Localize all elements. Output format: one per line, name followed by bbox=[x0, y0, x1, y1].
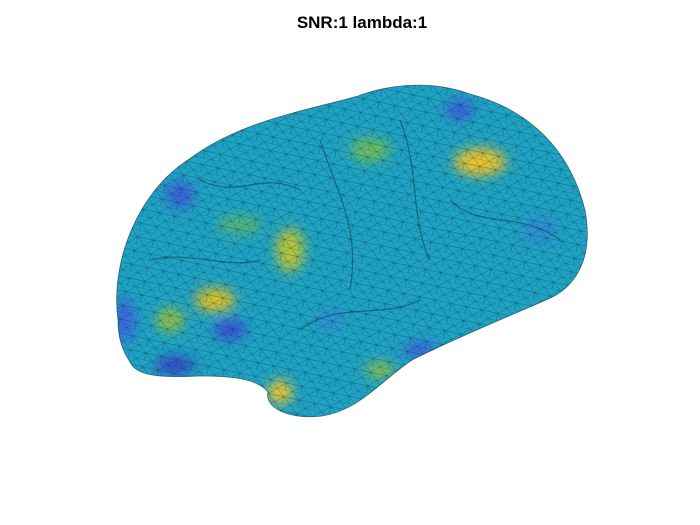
figure-title: SNR:1 lambda:1 bbox=[297, 13, 427, 32]
brain-outline bbox=[116, 84, 588, 418]
sulcus-lines bbox=[149, 119, 561, 331]
